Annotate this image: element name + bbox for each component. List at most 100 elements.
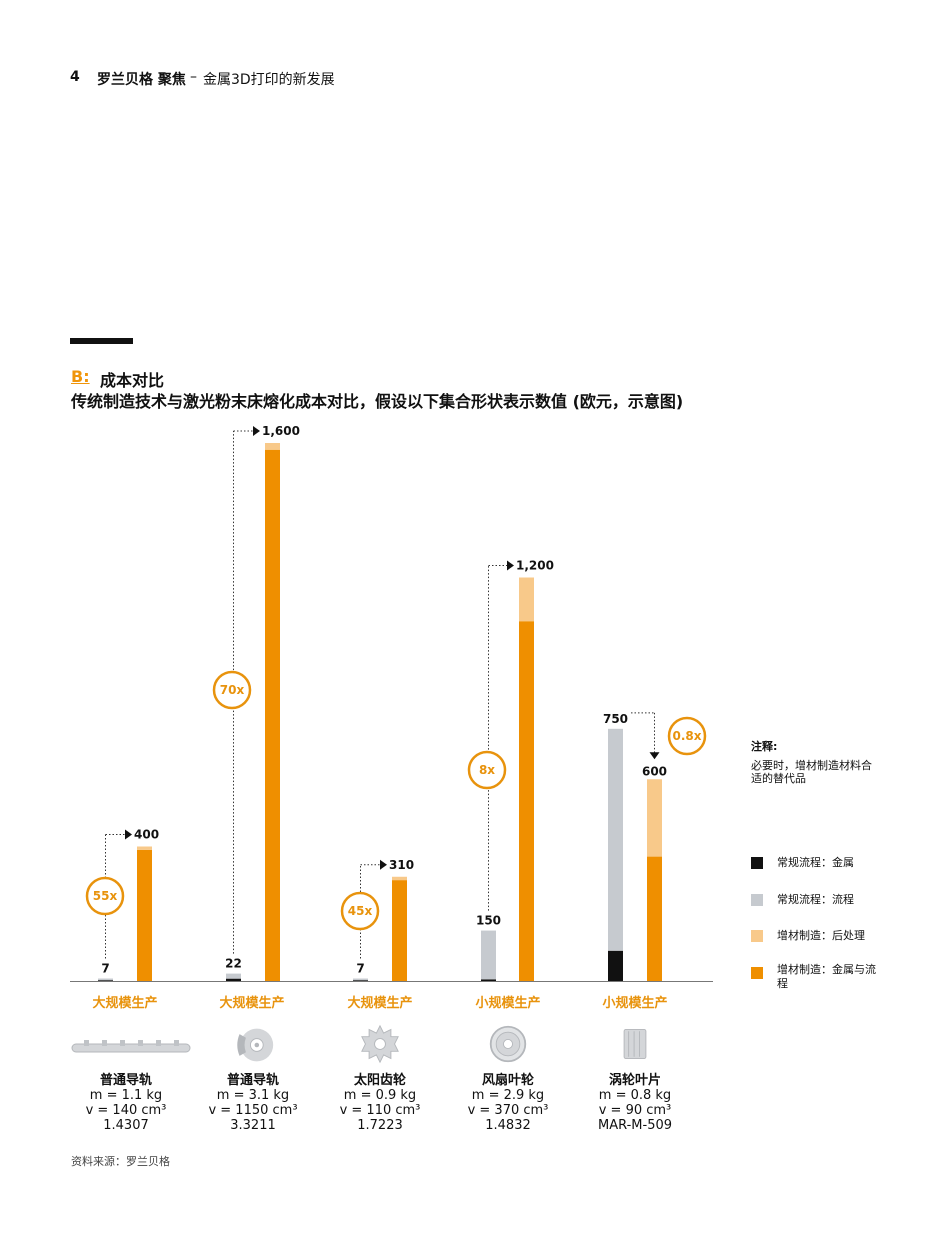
part-volume: v = 110 cm³ [339, 1103, 421, 1118]
part-mass: m = 0.8 kg [598, 1088, 672, 1103]
bar-conventional-metal [353, 980, 368, 981]
bar-conventional-process [608, 728, 623, 951]
part-info: 涡轮叶片 m = 0.8 kg v = 90 cm³ MAR-M-509 [570, 1073, 700, 1133]
part-material: MAR-M-509 [597, 1118, 673, 1133]
brake-disc-icon [237, 1028, 274, 1062]
part-name: 普通导轨 [99, 1073, 152, 1088]
factor-label: 45x [348, 904, 373, 918]
bar-additive-post [137, 846, 152, 850]
category-label: 大规模生产 [92, 996, 158, 1011]
bar-conventional-metal [226, 978, 241, 981]
bar-additive-metal-process [647, 856, 662, 981]
bar-conventional-process [226, 973, 241, 979]
part-material: 1.4832 [485, 1118, 531, 1133]
bar-conventional-process [353, 978, 368, 981]
turbine-blade-icon [623, 1029, 647, 1059]
bar-conventional-metal [608, 950, 623, 981]
part-mass: m = 2.9 kg [471, 1088, 545, 1103]
factor-badge [85, 876, 125, 916]
legend-swatch-conventional-metal [751, 857, 763, 869]
legend-label-conventional-metal: 常规流程：金属 [777, 856, 854, 869]
legend-label-conventional-process: 常规流程：流程 [777, 893, 854, 906]
sun-gear-icon [361, 1024, 399, 1064]
notes-body: 必要时，增材制造材料合适的替代品 [751, 759, 872, 785]
category-label: 大规模生产 [347, 996, 413, 1011]
part-info: 风扇叶轮 m = 2.9 kg v = 370 cm³ 1.4832 [443, 1073, 573, 1133]
data-label-conventional-top: 750 [603, 712, 628, 726]
factor-label: 70x [220, 683, 245, 697]
arrow-right-icon [380, 859, 387, 870]
part-mass: m = 1.1 kg [89, 1088, 163, 1103]
part-volume: v = 1150 cm³ [208, 1103, 298, 1118]
header-separator: – [190, 69, 197, 85]
data-label-additive: 600 [642, 764, 667, 778]
bar-additive-post [519, 577, 534, 622]
arrow-right-icon [125, 829, 132, 840]
chart-subtitle: 传统制造技术与激光粉末床熔化成本对比，假设以下集合形状表示数值 (欧元，示意图) [71, 392, 684, 411]
part-material: 1.7223 [357, 1118, 403, 1133]
part-volume: v = 370 cm³ [467, 1103, 549, 1118]
bar-conventional-process [481, 930, 496, 980]
part-name: 太阳齿轮 [353, 1073, 406, 1088]
data-label-conventional: 150 [476, 914, 501, 928]
factor-badge [667, 716, 707, 756]
data-label-conventional: 7 [356, 962, 364, 976]
bar-conventional-process [98, 978, 113, 981]
arrow-right-icon [253, 426, 260, 436]
part-volume: v = 90 cm³ [598, 1103, 672, 1118]
part-mass: m = 0.9 kg [343, 1088, 417, 1103]
rail-icon [71, 1040, 191, 1053]
factor-badge [467, 750, 507, 790]
data-label-additive: 310 [389, 858, 414, 872]
factor-badge [212, 670, 252, 710]
factor-label: 0.8x [673, 729, 702, 743]
section-rule [70, 338, 133, 344]
part-volume: v = 140 cm³ [85, 1103, 167, 1118]
part-info: 太阳齿轮 m = 0.9 kg v = 110 cm³ 1.7223 [315, 1073, 445, 1133]
part-name: 涡轮叶片 [608, 1073, 661, 1088]
part-material: 1.4307 [103, 1118, 149, 1133]
bar-additive-post [647, 779, 662, 857]
bar-conventional-metal [98, 980, 113, 981]
data-label-additive: 400 [134, 828, 159, 842]
section-letter: B: [71, 367, 90, 386]
page-number: 4 [70, 69, 80, 85]
source-note: 资料来源：罗兰贝格 [71, 1155, 170, 1168]
notes-heading: 注释: [751, 740, 778, 753]
arrow-right-icon [507, 560, 514, 571]
data-label-conventional: 7 [101, 962, 109, 976]
brand-title: 罗兰贝格 聚焦 [97, 72, 186, 88]
data-label-additive: 1,600 [262, 424, 300, 438]
factor-badge [340, 891, 380, 931]
legend-swatch-additive-post [751, 930, 763, 942]
legend-label-additive-post: 增材制造：后处理 [777, 929, 865, 942]
section-title: 成本对比 [100, 371, 165, 390]
part-material: 3.3211 [230, 1118, 276, 1133]
legend-swatch-additive-metal-process [751, 967, 763, 979]
bar-additive-metal-process [392, 880, 407, 981]
part-info: 普通导轨 m = 3.1 kg v = 1150 cm³ 3.3211 [188, 1073, 318, 1133]
part-name: 普通导轨 [226, 1073, 279, 1088]
category-label: 小规模生产 [602, 996, 668, 1011]
data-label-additive: 1,200 [516, 559, 554, 573]
data-label-conventional: 22 [225, 957, 242, 971]
arrow-down-icon [649, 752, 660, 760]
legend-label-additive-metal-process: 增材制造：金属与流程 [777, 963, 876, 990]
factor-label: 8x [479, 763, 495, 777]
part-info: 普通导轨 m = 1.1 kg v = 140 cm³ 1.4307 [61, 1073, 191, 1133]
bar-additive-metal-process [519, 621, 534, 981]
fan-impeller-icon [489, 1025, 527, 1063]
part-mass: m = 3.1 kg [216, 1088, 290, 1103]
category-label: 小规模生产 [475, 996, 541, 1011]
bar-additive-post [392, 876, 407, 881]
bar-conventional-metal [481, 979, 496, 981]
category-label: 大规模生产 [219, 996, 285, 1011]
header-topic: 金属3D打印的新发展 [203, 72, 335, 88]
factor-label: 55x [93, 889, 118, 903]
bar-additive-metal-process [265, 449, 280, 982]
part-name: 风扇叶轮 [481, 1073, 534, 1088]
bar-additive-post [265, 443, 280, 450]
legend-swatch-conventional-process [751, 894, 763, 906]
bar-additive-metal-process [137, 849, 152, 981]
